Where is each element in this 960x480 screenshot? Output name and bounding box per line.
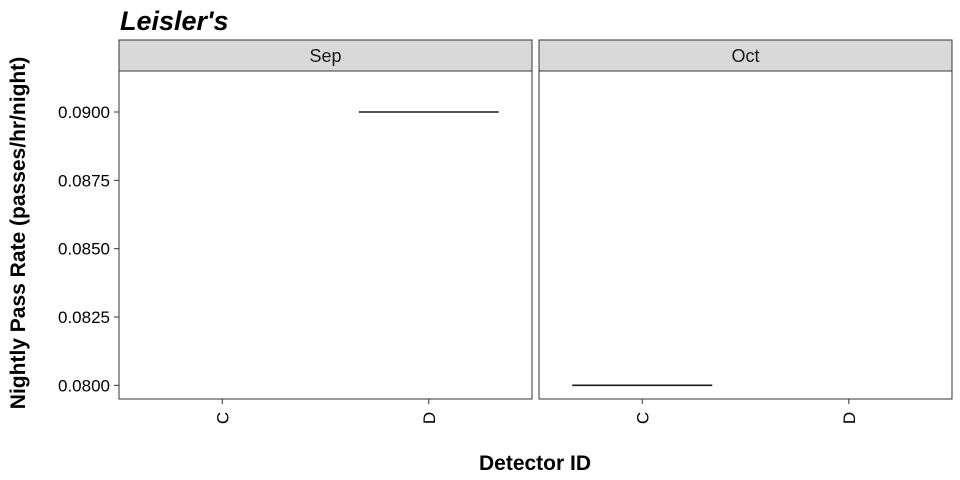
facet-panels: Sep C D Oct C D xyxy=(118,39,953,424)
y-tick-label: 0.0900 xyxy=(58,103,110,122)
facet-panel-sep: Sep C D xyxy=(118,39,533,424)
plot-area xyxy=(538,70,953,400)
x-tick-label: D xyxy=(420,412,439,424)
y-tick-label: 0.0825 xyxy=(58,308,110,327)
y-tick-label: 0.0875 xyxy=(58,171,110,190)
plot-area xyxy=(118,70,533,400)
facet-strip-label: Oct xyxy=(731,46,759,66)
facet-strip xyxy=(118,39,533,72)
x-tick-label: C xyxy=(633,412,652,424)
facet-strip-label: Sep xyxy=(309,46,341,66)
x-axis-title: Detector ID xyxy=(479,452,591,475)
x-tick-label: D xyxy=(840,412,859,424)
y-axis-title: Nightly Pass Rate (passes/hr/night) xyxy=(7,57,30,409)
y-tick-label: 0.0850 xyxy=(58,240,110,259)
facet-panel-oct: Oct C D xyxy=(538,39,953,424)
y-axis: 0.0800 0.0825 0.0850 0.0875 0.0900 xyxy=(58,103,119,395)
chart-title: Leisler's xyxy=(120,6,229,36)
x-tick-label: C xyxy=(213,412,232,424)
y-tick-label: 0.0800 xyxy=(58,376,110,395)
